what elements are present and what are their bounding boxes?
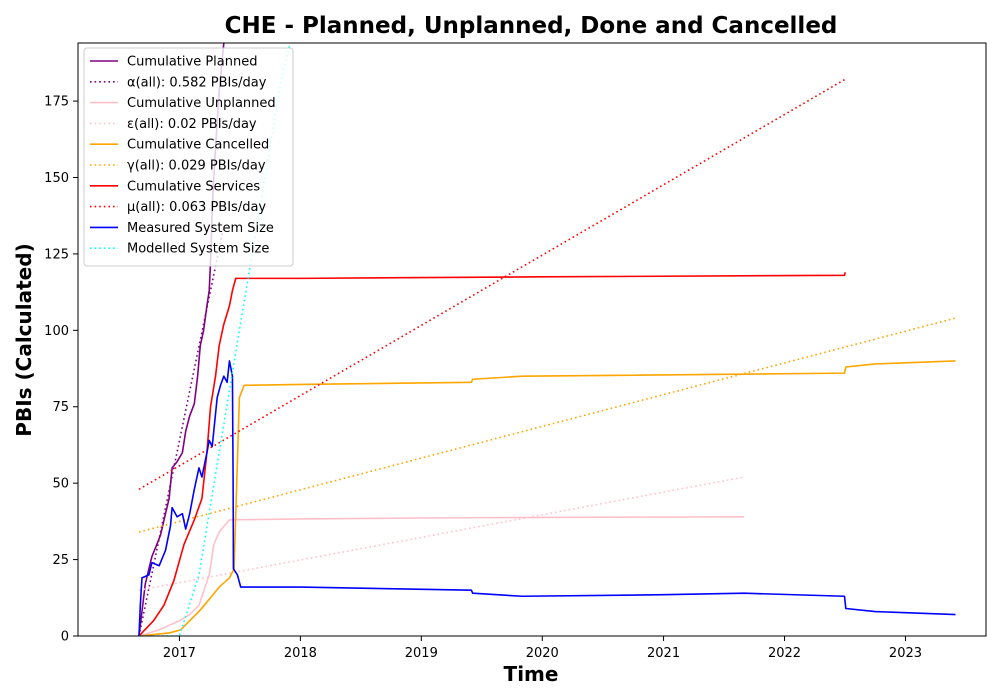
series-line-2 (138, 515, 745, 636)
legend-label-5: γ(all): 0.029 PBIs/day (127, 159, 266, 174)
x-axis-label: Time (504, 662, 559, 686)
y-tick-label-6: 150 (44, 171, 69, 186)
series-line-8 (138, 360, 956, 636)
legend-label-0: Cumulative Planned (127, 55, 257, 70)
x-tick-label-5: 2022 (768, 646, 801, 661)
series-line-1 (138, 226, 225, 636)
legend-label-7: μ(all): 0.063 PBIs/day (127, 200, 266, 215)
legend-label-3: ε(all): 0.02 PBIs/day (127, 117, 257, 132)
legend-box (83, 47, 294, 267)
y-axis-label: PBIs (Calculated) (12, 243, 36, 436)
y-tick-label-0: 0 (61, 630, 69, 645)
x-tick-label-4: 2021 (647, 646, 680, 661)
x-axis: 2017 2018 2019 2020 2021 2022 2023 (163, 636, 922, 661)
x-tick-label-6: 2023 (889, 646, 922, 661)
x-tick-label-2: 2019 (405, 646, 438, 661)
series-line-3 (138, 476, 745, 591)
x-tick-label-0: 2017 (163, 646, 196, 661)
legend-label-8: Measured System Size (127, 221, 274, 236)
legend-label-1: α(all): 0.582 PBIs/day (127, 75, 267, 90)
legend-label-2: Cumulative Unplanned (127, 96, 276, 111)
y-tick-label-1: 25 (52, 553, 69, 568)
series-line-6 (138, 272, 846, 636)
x-tick-label-1: 2018 (284, 646, 317, 661)
series-layer (138, 43, 956, 636)
series-line-4 (138, 360, 956, 636)
y-tick-label-3: 75 (52, 400, 69, 415)
legend-label-4: Cumulative Cancelled (127, 138, 269, 153)
legend-label-9: Modelled System Size (127, 242, 269, 257)
legend-label-6: Cumulative Services (127, 179, 260, 194)
plot-frame (77, 42, 987, 637)
chart-title: CHE - Planned, Unplanned, Done and Cance… (225, 13, 838, 39)
y-axis: 0 25 50 75 100 125 150 175 (44, 95, 78, 645)
y-tick-label-2: 50 (52, 477, 69, 492)
y-tick-label-5: 125 (44, 247, 69, 262)
y-tick-label-4: 100 (44, 324, 69, 339)
legend: Cumulative Planned α(all): 0.582 PBIs/day… (83, 47, 294, 267)
x-tick-label-3: 2020 (526, 646, 559, 661)
y-tick-label-7: 175 (44, 95, 69, 110)
